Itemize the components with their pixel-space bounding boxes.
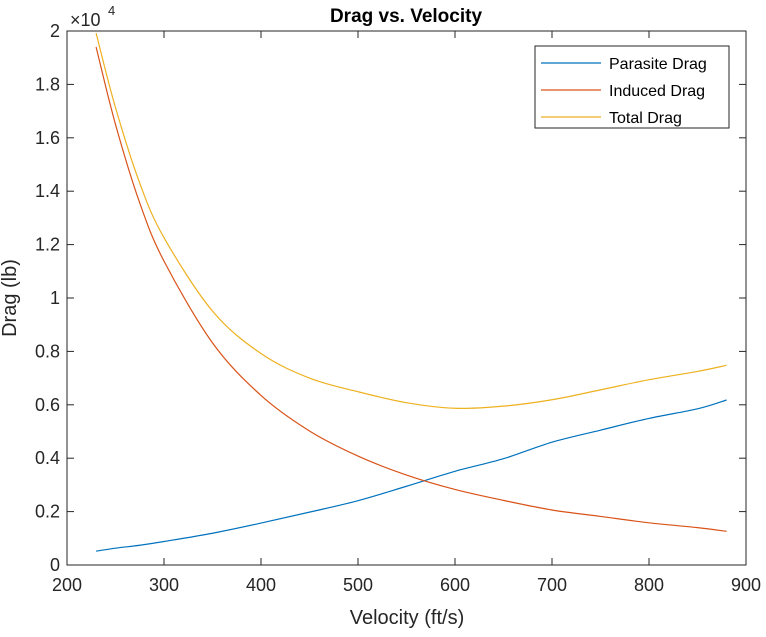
- chart-title: Drag vs. Velocity: [330, 6, 483, 27]
- x-tick-label: 700: [537, 575, 567, 595]
- x-tick-label: 400: [246, 575, 276, 595]
- y-tick-label: 0: [50, 555, 60, 575]
- y-exponent-power: 4: [108, 3, 115, 18]
- y-exponent-base: ×10: [70, 10, 101, 30]
- legend-label-induced-drag: Induced Drag: [609, 83, 705, 100]
- x-axis-label: Velocity (ft/s): [350, 607, 464, 629]
- y-tick-label: 2: [50, 21, 60, 41]
- legend-label-parasite-drag: Parasite Drag: [609, 56, 707, 73]
- y-axis-exponent: ×10 4: [70, 3, 115, 30]
- y-tick-label: 0.8: [35, 341, 60, 361]
- x-tick-label: 800: [634, 575, 664, 595]
- y-tick-label: 1.2: [35, 235, 60, 255]
- x-tick-label: 900: [731, 575, 761, 595]
- x-tick-label: 300: [149, 575, 179, 595]
- y-tick-label: 0.2: [35, 502, 60, 522]
- x-tick-label: 500: [343, 575, 373, 595]
- series-line-parasite-drag: [96, 399, 727, 552]
- legend: Parasite Drag Induced Drag Total Drag: [534, 45, 730, 129]
- axes: 200 300 400 500 600 700 800 900 0 0.2 0.4 0.6 0.8 1 1.…: [35, 21, 761, 595]
- y-tick-label: 1.6: [35, 128, 60, 148]
- x-tick-label: 600: [440, 575, 470, 595]
- x-tick-label: 200: [52, 575, 82, 595]
- y-tick-label: 0.6: [35, 395, 60, 415]
- legend-box: [534, 45, 730, 129]
- legend-label-total-drag: Total Drag: [609, 110, 682, 127]
- y-axis-label: Drag (lb): [0, 259, 21, 337]
- y-tick-label: 1.4: [35, 181, 60, 201]
- y-tick-label: 0.4: [35, 448, 60, 468]
- y-tick-label: 1.8: [35, 74, 60, 94]
- series-line-induced-drag: [95, 46, 727, 532]
- y-tick-label: 1: [50, 288, 60, 308]
- series-line-total-drag: [95, 32, 727, 410]
